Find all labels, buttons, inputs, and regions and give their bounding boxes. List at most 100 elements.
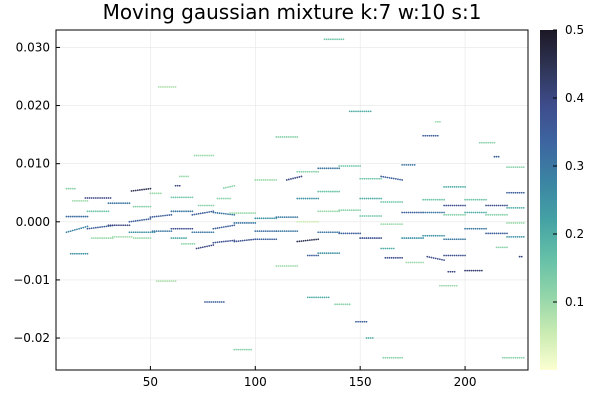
data-point bbox=[271, 179, 273, 181]
data-point bbox=[132, 205, 135, 208]
data-point bbox=[359, 197, 362, 200]
data-point bbox=[145, 188, 148, 191]
data-point bbox=[164, 280, 166, 282]
data-point bbox=[92, 210, 95, 213]
data-point bbox=[252, 238, 255, 241]
data-point bbox=[516, 206, 519, 209]
data-point bbox=[491, 213, 494, 216]
data-point bbox=[464, 227, 466, 230]
data-point bbox=[260, 238, 263, 241]
data-point bbox=[275, 238, 278, 241]
data-point bbox=[298, 197, 301, 200]
data-point bbox=[214, 211, 217, 214]
data-point bbox=[134, 205, 137, 208]
data-point bbox=[86, 210, 89, 213]
data-point bbox=[166, 230, 169, 232]
data-point bbox=[166, 86, 169, 88]
data-point bbox=[290, 136, 292, 138]
data-point bbox=[296, 136, 299, 138]
data-point bbox=[191, 196, 194, 199]
data-point bbox=[180, 242, 183, 245]
data-point bbox=[262, 238, 265, 241]
data-point bbox=[304, 220, 307, 223]
data-point bbox=[373, 237, 376, 239]
data-point bbox=[82, 199, 85, 202]
data-point bbox=[122, 236, 125, 238]
data-point bbox=[97, 237, 99, 239]
data-point bbox=[438, 120, 441, 123]
data-point bbox=[204, 231, 206, 234]
data-point bbox=[227, 197, 229, 200]
data-point bbox=[218, 241, 221, 243]
data-point bbox=[115, 224, 118, 227]
data-point bbox=[210, 204, 213, 207]
data-point bbox=[170, 230, 173, 232]
data-point bbox=[323, 167, 326, 170]
data-point bbox=[235, 348, 238, 351]
data-point bbox=[99, 210, 101, 213]
data-point bbox=[201, 246, 204, 249]
data-point bbox=[86, 197, 89, 199]
data-point bbox=[176, 227, 179, 230]
data-point bbox=[134, 231, 137, 234]
data-point bbox=[94, 237, 97, 239]
data-point bbox=[428, 234, 431, 237]
data-point bbox=[266, 217, 269, 220]
data-point bbox=[283, 265, 286, 267]
data-point bbox=[321, 231, 324, 234]
data-point bbox=[506, 232, 508, 235]
data-point bbox=[147, 231, 150, 234]
data-point bbox=[187, 175, 190, 178]
data-point bbox=[311, 220, 313, 223]
data-point bbox=[472, 227, 475, 230]
data-point bbox=[227, 213, 229, 216]
data-point bbox=[172, 196, 175, 199]
data-point bbox=[344, 209, 347, 212]
data-point bbox=[522, 206, 525, 209]
data-point bbox=[384, 356, 387, 359]
data-point bbox=[208, 231, 211, 234]
data-point bbox=[323, 38, 326, 41]
data-point bbox=[216, 197, 219, 200]
data-point bbox=[275, 230, 278, 232]
data-point bbox=[256, 179, 259, 181]
data-point bbox=[436, 198, 439, 201]
data-point bbox=[476, 227, 479, 230]
data-point bbox=[380, 237, 383, 239]
data-point bbox=[386, 356, 389, 359]
data-point bbox=[69, 187, 72, 190]
data-point bbox=[480, 141, 483, 144]
data-point bbox=[468, 269, 471, 272]
data-point bbox=[397, 178, 399, 181]
data-point bbox=[189, 210, 192, 213]
data-point bbox=[443, 213, 445, 216]
data-point bbox=[239, 239, 242, 242]
data-point bbox=[380, 201, 383, 203]
data-point bbox=[447, 284, 450, 287]
data-point bbox=[476, 211, 479, 214]
data-point bbox=[260, 179, 263, 181]
data-point bbox=[80, 252, 83, 255]
data-point bbox=[441, 211, 443, 214]
data-point bbox=[459, 254, 462, 257]
data-point bbox=[296, 216, 299, 219]
data-point bbox=[212, 211, 215, 214]
data-point bbox=[346, 165, 349, 167]
data-point bbox=[338, 167, 341, 170]
data-point bbox=[327, 38, 330, 41]
data-point bbox=[153, 192, 156, 195]
data-point bbox=[277, 136, 280, 138]
data-point bbox=[69, 252, 72, 255]
data-point bbox=[317, 197, 320, 200]
data-point bbox=[522, 191, 525, 194]
data-point bbox=[336, 167, 339, 170]
data-point bbox=[457, 186, 460, 188]
data-point bbox=[243, 212, 246, 214]
data-point bbox=[436, 234, 439, 237]
data-point bbox=[323, 252, 326, 255]
data-point bbox=[409, 211, 412, 214]
data-point bbox=[443, 234, 445, 237]
data-point bbox=[451, 270, 454, 273]
data-point bbox=[510, 236, 513, 238]
